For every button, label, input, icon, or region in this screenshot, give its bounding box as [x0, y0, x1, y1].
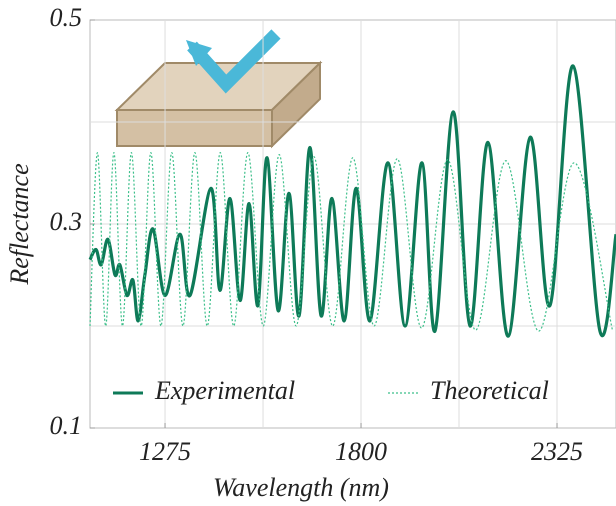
- sample-icon: [114, 29, 323, 149]
- legend-label: Theoretical: [430, 376, 549, 405]
- x-tick-label: 1800: [335, 437, 387, 466]
- x-axis-title: Wavelength (nm): [213, 473, 389, 502]
- x-tick-label: 2325: [531, 437, 583, 466]
- y-tick-label: 0.1: [50, 411, 83, 440]
- x-tick-label: 1275: [139, 437, 191, 466]
- line-series: [89, 151, 614, 332]
- line-series: [88, 64, 616, 338]
- legend-label: Experimental: [154, 376, 295, 405]
- y-axis-title: Reflectance: [5, 163, 34, 285]
- y-tick-label: 0.3: [50, 207, 83, 236]
- y-tick-label: 0.5: [50, 3, 83, 32]
